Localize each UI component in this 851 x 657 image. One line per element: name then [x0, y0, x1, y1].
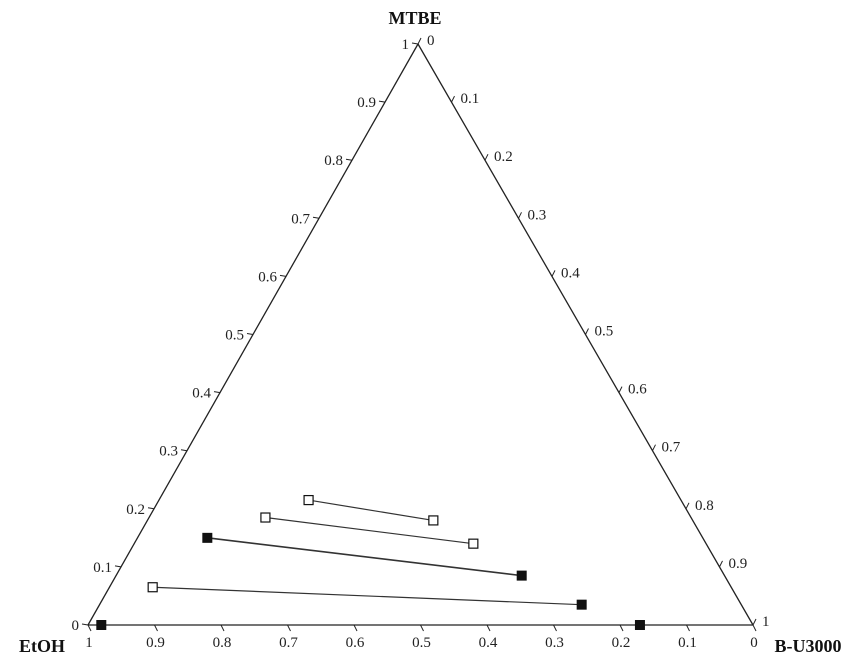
- right-tick-mark: [652, 444, 656, 451]
- right-tick-label: 0.1: [461, 91, 480, 107]
- right-tick-mark: [518, 212, 522, 219]
- bottom-tick-mark: [752, 624, 757, 632]
- tie-line: [207, 537, 522, 577]
- right-tick-label: 0.3: [528, 207, 547, 223]
- right-tick-mark: [752, 618, 757, 626]
- right-tick-label: 0: [427, 33, 435, 49]
- bottom-tick-label: 0.7: [279, 635, 298, 651]
- vertex-label-top: MTBE: [388, 8, 441, 28]
- bottom-tick-label: 1: [85, 635, 93, 651]
- right-tick-label: 0.5: [595, 324, 614, 340]
- vertex-label-right: B-U3000: [775, 636, 842, 656]
- data-points: [96, 494, 645, 630]
- bottom-tick-mark: [154, 624, 158, 632]
- right-tick-label: 0.6: [628, 382, 647, 398]
- tie-line: [265, 516, 474, 545]
- right-tick-label: 0.9: [729, 556, 748, 572]
- tie-line-end-point: [576, 599, 587, 610]
- bottom-tick-label: 0.5: [412, 635, 431, 651]
- right-tick-label: 0.8: [695, 498, 714, 514]
- left-tick-label: 0.4: [192, 386, 211, 402]
- tie-line-start-point: [260, 512, 271, 523]
- tie-line-start-point: [202, 532, 213, 543]
- left-tick-label: 0.9: [357, 95, 376, 111]
- left-tick-mark: [213, 391, 221, 394]
- left-tick-label: 1: [402, 37, 410, 53]
- tie-line: [152, 586, 582, 606]
- right-tick-mark: [685, 502, 690, 510]
- right-tick-mark: [618, 386, 623, 393]
- right-tick-mark: [417, 37, 422, 45]
- left-tick-mark: [114, 565, 122, 568]
- binodal-point: [96, 620, 107, 630]
- right-tick-mark: [551, 270, 556, 277]
- tie-line-start-point: [303, 494, 314, 506]
- left-tick-label: 0.5: [225, 328, 244, 344]
- binodal-point: [634, 620, 645, 630]
- right-tick-label: 1: [762, 614, 770, 630]
- left-tick-label: 0.1: [93, 560, 112, 576]
- bottom-tick-mark: [686, 624, 690, 632]
- bottom-tick-label: 0.4: [479, 635, 498, 651]
- tie-line-end-point: [516, 570, 527, 581]
- right-tick-label: 0.4: [561, 265, 580, 281]
- left-tick-mark: [411, 42, 419, 45]
- bottom-tick-mark: [87, 624, 92, 632]
- right-tick-label: 0.7: [662, 440, 681, 456]
- left-tick-mark: [147, 507, 155, 510]
- left-tick-label: 0: [72, 618, 80, 634]
- right-tick-mark: [585, 328, 589, 335]
- right-tick-mark: [484, 153, 489, 161]
- bottom-tick-label: 0.3: [545, 635, 564, 651]
- tie-line-end-point: [428, 515, 439, 526]
- bottom-tick-label: 0.2: [612, 635, 631, 651]
- tie-line: [308, 499, 434, 522]
- left-tick-label: 0.2: [126, 502, 145, 518]
- left-tick-mark: [345, 158, 353, 161]
- left-tick-mark: [246, 333, 254, 335]
- left-tick-mark: [81, 623, 89, 626]
- bottom-tick-mark: [353, 624, 358, 632]
- tie-lines: [152, 499, 582, 606]
- left-tick-label: 0.7: [291, 211, 310, 227]
- left-tick-mark: [312, 216, 320, 219]
- triangle-frame: [87, 43, 754, 626]
- bottom-tick-mark: [486, 624, 491, 632]
- left-tick-label: 0.6: [258, 269, 277, 285]
- left-tick-mark: [279, 274, 287, 277]
- bottom-tick-label: 0.1: [678, 635, 697, 651]
- bottom-tick-label: 0.8: [213, 635, 232, 651]
- left-tick-label: 0.3: [159, 444, 178, 460]
- left-tick-mark: [378, 100, 386, 103]
- axis-ticks: 00.10.20.30.40.50.60.70.80.91 00.10.20.30…: [72, 33, 770, 651]
- bottom-tick-mark: [553, 624, 557, 632]
- bottom-tick-mark: [220, 624, 225, 632]
- bottom-tick-label: 0.6: [346, 635, 365, 651]
- bottom-tick-mark: [420, 624, 424, 632]
- left-tick-label: 0.8: [324, 153, 343, 169]
- bottom-tick-label: 0.9: [146, 635, 165, 651]
- left-tick-mark: [180, 449, 188, 452]
- bottom-tick-mark: [619, 624, 624, 632]
- tie-line-start-point: [147, 582, 158, 593]
- bottom-tick-label: 0: [750, 635, 758, 651]
- tie-line-end-point: [468, 538, 479, 549]
- bottom-tick-mark: [287, 624, 291, 632]
- right-tick-mark: [719, 560, 723, 568]
- vertex-label-left: EtOH: [19, 636, 65, 656]
- right-tick-mark: [451, 95, 455, 103]
- right-tick-label: 0.2: [494, 149, 513, 165]
